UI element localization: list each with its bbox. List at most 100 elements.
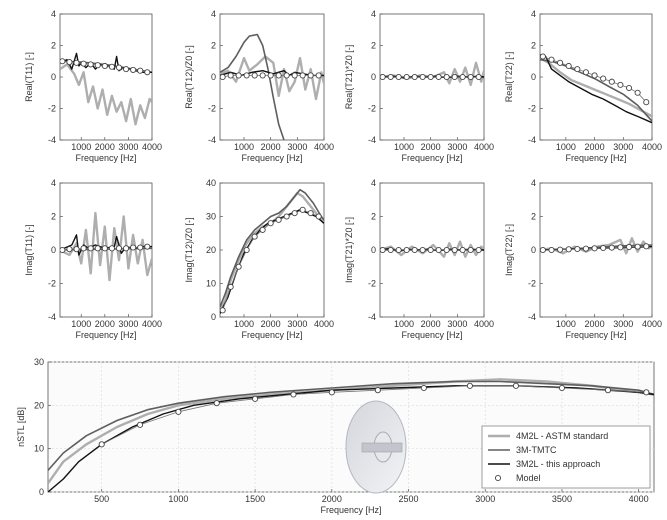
model-point <box>540 53 546 60</box>
x-tick-label: 2000 <box>95 319 115 329</box>
model-point <box>307 210 314 217</box>
y-tick-label: -2 <box>528 279 536 289</box>
model-point <box>235 263 242 270</box>
y-tick-label: 4 <box>531 178 536 188</box>
x-tick-label: 1000 <box>556 142 576 152</box>
y-tick-label: 0 <box>531 72 536 82</box>
model-point <box>600 244 607 252</box>
model-point <box>625 84 633 92</box>
model-point <box>66 246 73 253</box>
model-point <box>643 243 650 250</box>
x-tick-label: 1000 <box>168 494 188 504</box>
y-tick-label: -2 <box>48 279 56 289</box>
model-point <box>123 245 130 252</box>
model-point <box>435 73 442 81</box>
model-point <box>557 59 564 66</box>
model-point <box>604 387 612 394</box>
model-point <box>108 63 115 70</box>
model-point <box>267 220 274 227</box>
x-tick-label: 500 <box>94 494 109 504</box>
series-line-3m <box>220 188 324 308</box>
model-point <box>307 72 314 79</box>
legend-label: 3M-TMTC <box>516 445 557 455</box>
x-tick-label: 2000 <box>421 319 441 329</box>
x-axis-label: Frequency [Hz] <box>75 330 136 340</box>
chart-7: 1000 2000 3000 4000 -4 -2 0 2 4 Frequency [Hz] Ima… <box>344 178 494 340</box>
x-tick-label: 1000 <box>71 319 91 329</box>
x-tick-label: 1000 <box>234 142 254 152</box>
x-tick-label: 1000 <box>556 319 576 329</box>
y-tick-label: 30 <box>206 212 216 222</box>
model-point <box>94 62 101 69</box>
y-tick-label: 10 <box>206 279 216 289</box>
model-point <box>617 81 624 88</box>
x-tick-label: 3000 <box>447 142 467 152</box>
model-point <box>625 243 633 251</box>
chart-4: 1000 2000 3000 4000 -4 -2 0 2 4 Frequency [Hz] Rea… <box>504 9 662 163</box>
x-tick-label: 4000 <box>642 319 662 329</box>
plot-area <box>220 33 324 140</box>
x-tick-label: 3000 <box>287 142 307 152</box>
model-point <box>259 72 266 79</box>
model-point <box>548 56 555 63</box>
model-point <box>419 73 426 81</box>
model-point <box>259 226 266 233</box>
model-point <box>283 72 290 79</box>
x-tick-label: 3000 <box>287 319 307 329</box>
x-axis-label: Frequency [Hz] <box>565 153 626 163</box>
y-tick-label: 2 <box>51 41 56 51</box>
y-tick-label: 0 <box>531 245 536 255</box>
y-tick-label: -2 <box>368 279 376 289</box>
model-point <box>144 69 151 76</box>
model-point <box>115 245 123 252</box>
model-point <box>548 246 555 254</box>
specimen-illustration <box>345 400 407 494</box>
model-point <box>443 73 450 81</box>
model-point <box>419 246 426 254</box>
series-line-astm <box>48 378 654 484</box>
model-point <box>227 72 234 79</box>
model-point <box>137 67 144 74</box>
y-tick-label: 20 <box>206 245 216 255</box>
x-tick-label: 2000 <box>585 142 605 152</box>
model-point <box>290 391 297 398</box>
model-point <box>101 62 108 70</box>
x-tick-label: 2500 <box>399 494 419 504</box>
model-point <box>108 245 115 252</box>
y-tick-label: 0 <box>371 245 376 255</box>
y-tick-label: 30 <box>34 357 44 367</box>
model-point <box>582 245 589 252</box>
series-line-astm <box>540 237 652 255</box>
model-point <box>267 72 274 79</box>
model-point <box>582 69 589 76</box>
model-point <box>443 246 450 254</box>
chart-8: 1000 2000 3000 4000 -4 -2 0 2 4 Frequency [Hz] Ima… <box>504 178 662 340</box>
model-point <box>451 246 458 254</box>
model-point <box>617 244 624 251</box>
model-point <box>387 246 394 254</box>
y-axis-label: Real(T12)/Z0 [-] <box>184 45 194 109</box>
model-point <box>251 72 258 79</box>
x-tick-label: 2000 <box>421 142 441 152</box>
x-tick-label: 2000 <box>95 142 115 152</box>
model-point <box>60 58 66 65</box>
x-tick-label: 4000 <box>642 142 662 152</box>
plot-frame <box>59 13 153 141</box>
x-tick-label: 2000 <box>322 494 342 504</box>
y-tick-label: -2 <box>528 104 536 114</box>
model-point <box>459 246 466 254</box>
model-point <box>395 246 402 254</box>
y-tick-label: 0 <box>51 245 56 255</box>
y-tick-label: 10 <box>34 444 44 454</box>
plot-area <box>60 52 152 126</box>
x-tick-label: 1000 <box>394 142 414 152</box>
model-point <box>380 246 386 254</box>
y-axis-label: Imag(T21)*Z0 [-] <box>344 217 354 283</box>
model-point <box>243 246 250 254</box>
y-tick-label: 20 <box>34 400 44 410</box>
model-point <box>115 64 123 71</box>
model-point <box>387 73 394 81</box>
model-point <box>411 246 418 254</box>
y-axis-label: Real(T11) [-] <box>24 52 34 102</box>
